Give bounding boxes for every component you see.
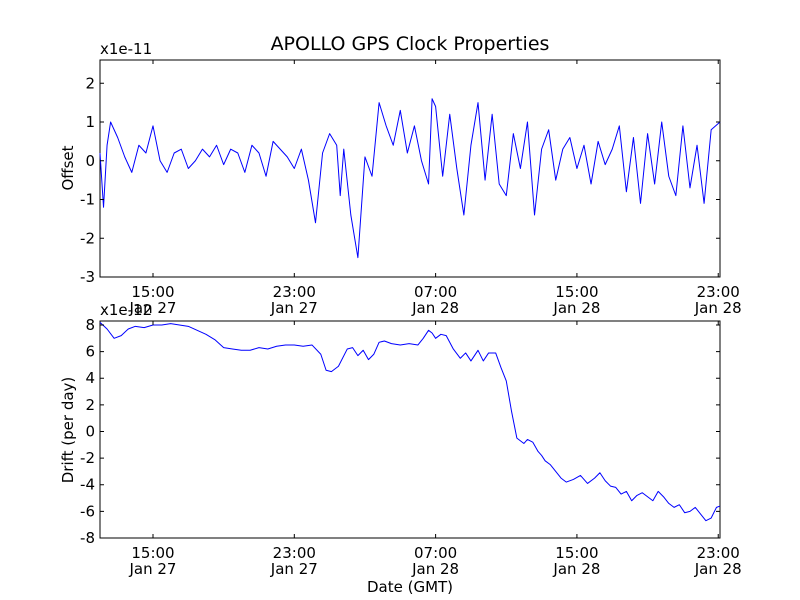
drift-y-tick-label-6: 4 xyxy=(85,369,95,387)
drift-exponent-label: x1e-12 xyxy=(100,301,152,319)
drift-series xyxy=(99,321,721,522)
offset-y-axis: -3 -2 -1 0 1 2 xyxy=(80,74,720,286)
offset-exponent-label: x1e-11 xyxy=(100,40,152,58)
drift-x-tick-time-2: 07:00 xyxy=(414,544,457,562)
drift-y-tick-label-7: 6 xyxy=(85,343,95,361)
drift-series-line-0 xyxy=(99,321,721,522)
drift-y-tick-label-1: -6 xyxy=(80,502,95,520)
x-axis-label: Date (GMT) xyxy=(367,578,453,596)
offset-x-tick-time-3: 15:00 xyxy=(555,283,598,301)
drift-y-tick-label-0: -8 xyxy=(80,529,95,547)
chart-title: APOLLO GPS Clock Properties xyxy=(271,33,550,55)
drift-x-tick-date-3: Jan 28 xyxy=(552,560,600,578)
offset-y-tick-label-1: -2 xyxy=(80,229,95,247)
drift-y-tick-label-4: 0 xyxy=(85,422,95,440)
offset-y-tick-label-2: -1 xyxy=(80,191,95,209)
drift-x-tick-date-0: Jan 27 xyxy=(128,560,176,578)
offset-x-tick-time-2: 07:00 xyxy=(414,283,457,301)
offset-x-tick-time-0: 15:00 xyxy=(131,283,174,301)
offset-y-tick-label-4: 1 xyxy=(85,113,95,131)
offset-plot-frame xyxy=(99,59,721,278)
drift-y-tick-label-2: -4 xyxy=(80,476,95,494)
drift-y-tick-label-3: -2 xyxy=(80,449,95,467)
drift-plot-frame xyxy=(99,320,721,539)
offset-y-tick-label-5: 2 xyxy=(85,74,95,92)
offset-x-tick-date-2: Jan 28 xyxy=(411,299,459,317)
drift-x-tick-time-4: 23:00 xyxy=(697,544,740,562)
drift-y-axis-label: Drift (per day) xyxy=(59,377,77,484)
offset-y-axis-label: Offset xyxy=(59,145,77,190)
offset-y-tick-label-0: -3 xyxy=(80,268,95,286)
offset-y-tick-label-3: 0 xyxy=(85,152,95,170)
offset-x-tick-time-1: 23:00 xyxy=(273,283,316,301)
drift-x-tick-time-3: 15:00 xyxy=(555,544,598,562)
drift-x-tick-date-4: Jan 28 xyxy=(694,560,742,578)
drift-y-axis: -8 -6 -4 -2 0 2 4 6 8 xyxy=(80,316,720,547)
drift-x-tick-time-1: 23:00 xyxy=(273,544,316,562)
drift-x-tick-date-2: Jan 28 xyxy=(411,560,459,578)
drift-y-tick-label-5: 2 xyxy=(85,396,95,414)
offset-x-tick-date-4: Jan 28 xyxy=(694,299,742,317)
drift-x-tick-time-0: 15:00 xyxy=(131,544,174,562)
offset-x-tick-date-0: Jan 27 xyxy=(128,299,176,317)
drift-y-tick-label-8: 8 xyxy=(85,316,95,334)
offset-x-tick-date-1: Jan 27 xyxy=(270,299,318,317)
drift-x-tick-date-1: Jan 27 xyxy=(270,560,318,578)
offset-series-line-0 xyxy=(99,98,721,259)
offset-x-tick-date-3: Jan 28 xyxy=(552,299,600,317)
offset-series xyxy=(99,98,721,259)
offset-x-tick-time-4: 23:00 xyxy=(697,283,740,301)
